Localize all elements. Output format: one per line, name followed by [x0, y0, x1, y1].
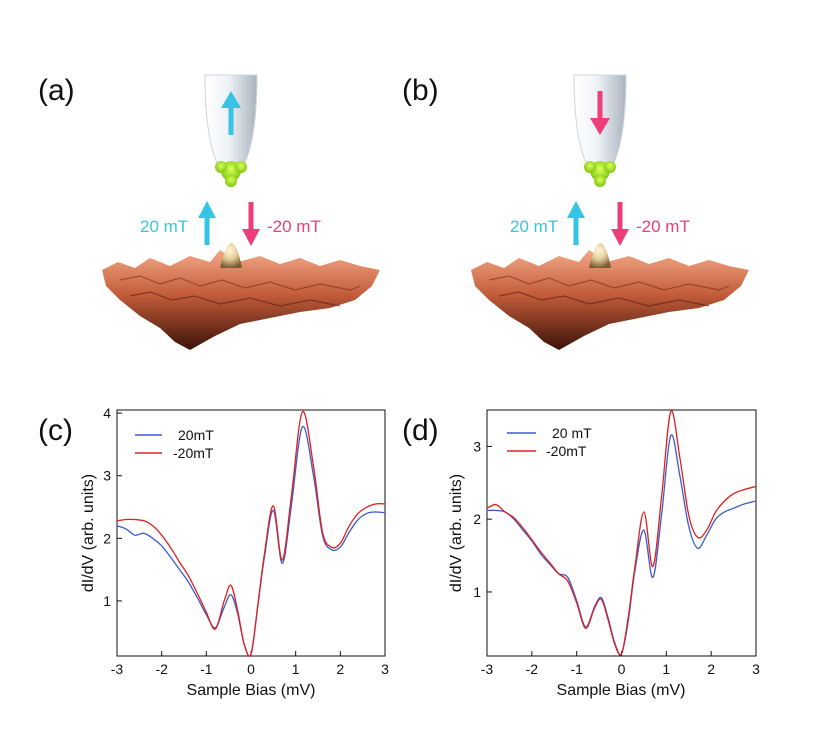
- x-tick-label: 0: [247, 661, 255, 677]
- tick-group-d: -3 -2 -1 0 1 2 3 1 2 3: [473, 438, 760, 677]
- field-down-label-a: -20 mT: [267, 217, 321, 236]
- x-tick-label: 2: [707, 661, 715, 677]
- arrow-up-icon: [198, 201, 216, 245]
- panel-a-label: (a): [38, 74, 75, 107]
- stm-tip-b: [573, 74, 627, 187]
- tip-apex-cluster: [584, 161, 616, 187]
- x-tick-label: -3: [481, 661, 494, 677]
- tick-group-c: -3 -2 -1 0 1 2 3 1 2 3 4: [103, 405, 389, 677]
- legend-label-20mT: 20 mT: [552, 425, 592, 441]
- field-down-arrow-b: [611, 202, 629, 246]
- arrow-up-icon: [567, 201, 585, 245]
- y-axis-title-d: dI/dV (arb. units): [448, 474, 465, 592]
- field-down-label-b: -20 mT: [636, 217, 690, 236]
- x-tick-label: 3: [752, 661, 760, 677]
- x-tick-label: 0: [618, 661, 626, 677]
- x-tick-label: -1: [570, 661, 583, 677]
- series-group-d: [486, 410, 757, 656]
- arrow-down-icon: [611, 202, 629, 246]
- series-line-blue: [116, 426, 386, 657]
- arrow-down-icon: [590, 91, 610, 135]
- arrow-up-icon: [221, 91, 241, 135]
- x-tick-label: -2: [155, 661, 168, 677]
- x-tick-label: 1: [292, 661, 300, 677]
- chart-d: (d) -3 -2 -1 0 1 2 3 1 2 3 20 mT -20mT Sample Bia…: [402, 409, 760, 699]
- plot-frame-c: [116, 409, 386, 657]
- chart-c: (c) -3 -2 -1 0 1 2 3 1 2 3 4 20mT -20mT Sample Bia…: [38, 405, 389, 699]
- y-axis-title-c: dI/dV (arb. units): [80, 474, 97, 592]
- legend-c: 20mT -20mT: [135, 427, 214, 461]
- x-tick-label: -3: [111, 661, 124, 677]
- panel-b: (b) 20 mT: [402, 74, 749, 350]
- arrow-down-icon: [242, 202, 260, 246]
- series-group-c: [116, 411, 386, 658]
- x-axis-title-c: Sample Bias (mV): [187, 682, 316, 699]
- surface-topography-image: [471, 243, 749, 350]
- field-down-arrow-a: [242, 202, 260, 246]
- panel-c-label: (c): [38, 414, 73, 447]
- panel-d-label: (d): [402, 414, 439, 447]
- series-line-red: [486, 410, 757, 656]
- tip-apex-cluster: [215, 161, 247, 187]
- x-axis-title-d: Sample Bias (mV): [557, 682, 686, 699]
- x-tick-label: -2: [526, 661, 539, 677]
- panel-a: (a) 20 mT: [38, 74, 380, 350]
- y-tick-label: 1: [103, 593, 111, 609]
- y-tick-label: 4: [103, 405, 111, 421]
- y-tick-label: 3: [103, 468, 111, 484]
- y-tick-label: 2: [103, 530, 111, 546]
- x-tick-label: 2: [336, 661, 344, 677]
- y-tick-label: 1: [473, 584, 481, 600]
- field-up-label-a: 20 mT: [140, 217, 188, 236]
- field-up-label-b: 20 mT: [510, 217, 558, 236]
- x-tick-label: -1: [200, 661, 213, 677]
- stm-tip-a: [204, 74, 258, 187]
- field-up-arrow-a: [198, 201, 216, 245]
- panel-b-label: (b): [402, 74, 439, 107]
- legend-label-neg20mT: -20mT: [173, 445, 214, 461]
- field-up-arrow-b: [567, 201, 585, 245]
- surface-topography-image: [102, 243, 380, 350]
- legend-label-neg20mT: -20mT: [546, 443, 587, 459]
- y-tick-label: 3: [473, 438, 481, 454]
- legend-label-20mT: 20mT: [178, 427, 214, 443]
- x-tick-label: 1: [662, 661, 670, 677]
- legend-d: 20 mT -20mT: [507, 425, 592, 459]
- y-tick-label: 2: [473, 511, 481, 527]
- x-tick-label: 3: [381, 661, 389, 677]
- series-line-blue: [486, 434, 757, 656]
- series-line-red: [116, 411, 386, 658]
